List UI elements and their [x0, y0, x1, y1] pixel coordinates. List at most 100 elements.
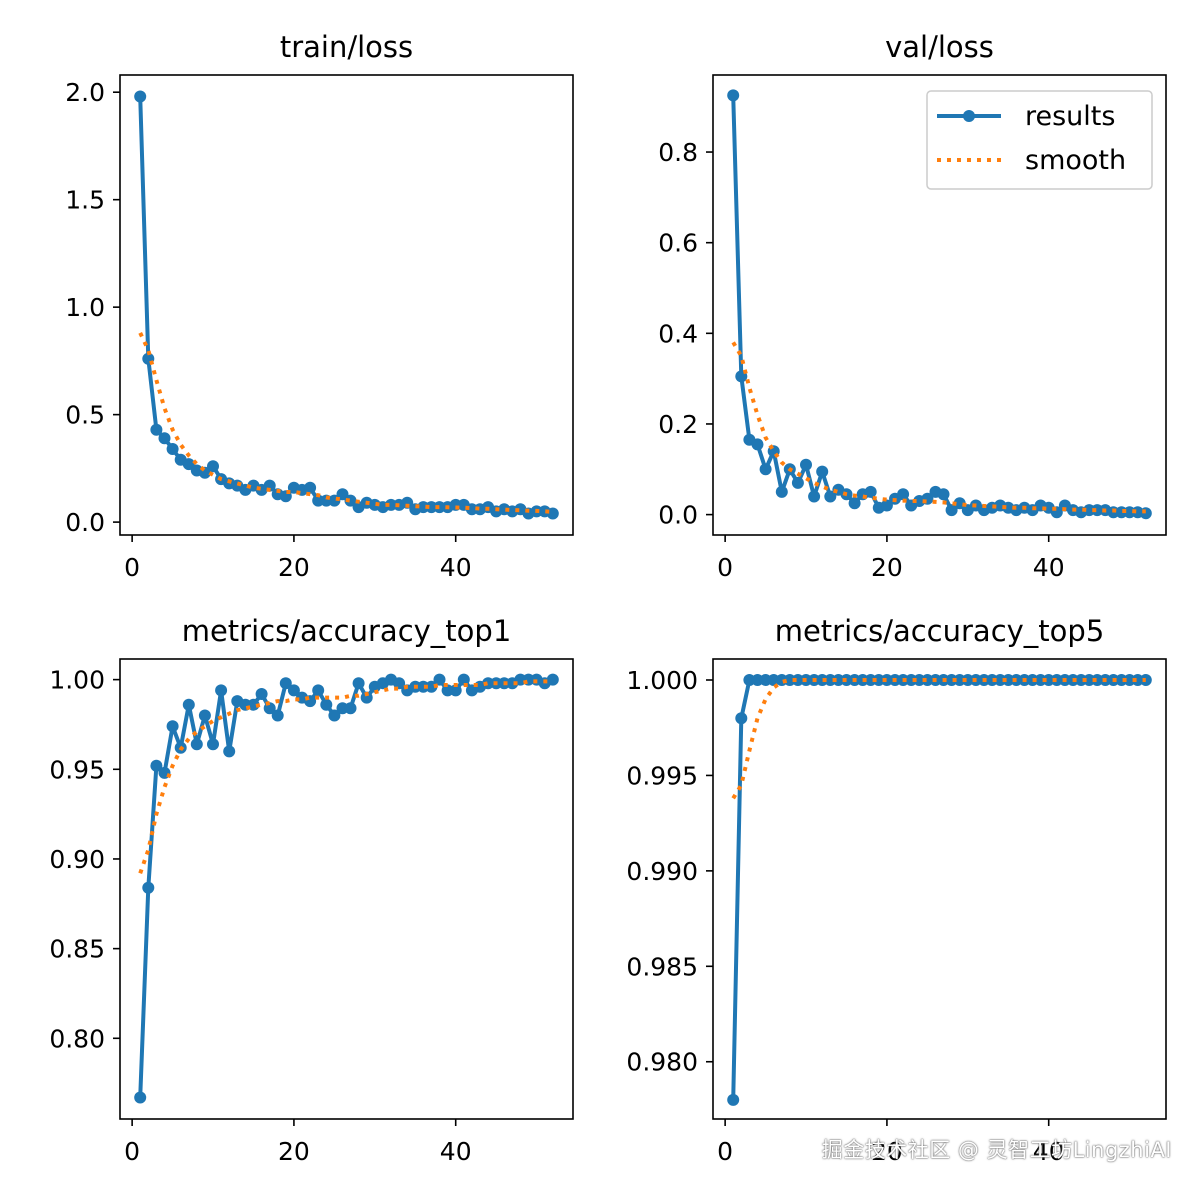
y-tick-label: 0.4: [658, 319, 698, 348]
data-point-results: [166, 443, 179, 455]
plot-area: [134, 90, 559, 520]
x-tick-label: 0: [124, 1137, 140, 1166]
data-point-results: [775, 485, 788, 498]
data-point-results: [215, 684, 228, 697]
data-point-results: [791, 476, 804, 489]
data-point-results: [800, 458, 812, 471]
y-tick-label: 1.0: [65, 293, 105, 322]
axes-frame: [712, 658, 1167, 1120]
data-point-results: [759, 463, 772, 476]
y-tick-label: 0.0: [65, 508, 105, 537]
x-tick-label: 20: [278, 553, 310, 582]
legend: results smooth: [926, 90, 1153, 190]
data-point-results: [727, 89, 740, 102]
x-tick-label: 40: [1033, 1137, 1065, 1166]
y-tick-label: 0.85: [49, 935, 105, 964]
axes-frame: [119, 658, 574, 1120]
data-point-results: [393, 677, 406, 690]
y-tick-label: 1.00: [49, 666, 105, 695]
y-tick-label: 2.0: [65, 78, 105, 107]
data-point-results: [360, 691, 373, 704]
data-point-results: [824, 490, 837, 503]
data-point-results: [312, 684, 325, 697]
data-point-results: [190, 738, 203, 751]
data-point-results: [304, 481, 317, 494]
data-point-results: [751, 438, 764, 451]
y-tick-label: 0.95: [49, 755, 105, 784]
data-point-results: [808, 490, 821, 503]
x-tick-label: 20: [871, 1137, 903, 1166]
series-line-results: [731, 678, 1146, 1100]
chart-title: train/loss: [280, 30, 413, 64]
y-tick-label: 0.0: [658, 501, 698, 530]
chart-title: val/loss: [885, 30, 994, 64]
data-point-results: [546, 673, 559, 686]
series-line-smooth: [138, 332, 553, 514]
y-tick-label: 1.000: [626, 666, 698, 695]
data-point-results: [344, 702, 357, 715]
data-point-results: [263, 479, 276, 492]
watermark: 掘金技术社区 @ 灵智工坊LingzhiAI: [821, 1138, 1172, 1162]
data-point-results: [344, 494, 357, 507]
x-tick-label: 40: [1033, 553, 1065, 582]
data-point-results: [457, 673, 470, 686]
legend-marker-results: [963, 110, 975, 122]
data-point-results: [207, 460, 219, 473]
data-point-results: [134, 1091, 147, 1104]
x-tick-label: 0: [717, 553, 733, 582]
data-point-results: [271, 709, 284, 722]
data-point-results: [449, 684, 462, 697]
y-tick-label: 0.90: [49, 845, 105, 874]
chart-title: metrics/accuracy_top1: [182, 614, 512, 648]
series-line-results: [138, 96, 554, 516]
x-tick-label: 40: [440, 553, 472, 582]
y-tick-label: 1.5: [65, 186, 105, 215]
y-tick-label: 0.80: [49, 1024, 105, 1053]
data-point-results: [848, 497, 861, 510]
data-point-results: [134, 90, 147, 103]
x-tick-label: 0: [717, 1137, 733, 1166]
series-line-smooth: [138, 679, 553, 874]
chart-title: metrics/accuracy_top5: [775, 614, 1105, 648]
data-point-results: [880, 499, 893, 512]
plot-area: [727, 674, 1152, 1106]
x-tick-label: 40: [440, 1137, 472, 1166]
data-point-results: [897, 488, 910, 501]
series-line-smooth: [731, 678, 1146, 800]
data-point-results: [401, 496, 414, 509]
data-point-results: [142, 881, 155, 894]
plot-area: [727, 89, 1152, 520]
chart-panel-2: val/loss 0 20 40 0.0 0.2 0.4 0.6 0.8 results smoot…: [658, 30, 1167, 582]
axes-frame: [712, 74, 1167, 536]
data-point-results: [182, 698, 195, 711]
legend-label-results: results: [1025, 101, 1115, 132]
y-tick-label: 0.5: [65, 401, 105, 430]
x-tick-label: 0: [124, 553, 140, 582]
x-tick-label: 20: [871, 553, 903, 582]
data-point-results: [727, 1093, 740, 1106]
chart-panel-1: train/loss 0 20 40 0.0 0.5 1.0 1.5 2.0: [65, 30, 574, 582]
x-tick-label: 20: [278, 1137, 310, 1166]
data-point-results: [352, 677, 365, 690]
data-point-results: [166, 720, 179, 733]
data-point-results: [735, 712, 748, 725]
data-point-results: [816, 465, 829, 478]
data-point-results: [158, 432, 171, 445]
data-point-results: [320, 698, 333, 711]
chart-panel-3: metrics/accuracy_top1 0 20 40 0.80 0.85 0.90 0.…: [49, 614, 574, 1166]
data-point-results: [223, 745, 236, 758]
data-point-results: [150, 423, 163, 436]
data-point-results: [864, 485, 877, 498]
data-point-results: [150, 759, 163, 772]
data-point-results: [287, 684, 300, 697]
data-point-results: [328, 709, 341, 722]
y-tick-label: 0.2: [658, 410, 698, 439]
y-tick-label: 0.8: [658, 138, 698, 167]
data-point-results: [945, 504, 958, 517]
data-point-results: [425, 680, 438, 693]
plot-area: [134, 673, 559, 1104]
y-tick-label: 0.995: [626, 761, 698, 790]
y-tick-label: 0.980: [626, 1048, 698, 1077]
legend-label-smooth: smooth: [1025, 145, 1126, 176]
